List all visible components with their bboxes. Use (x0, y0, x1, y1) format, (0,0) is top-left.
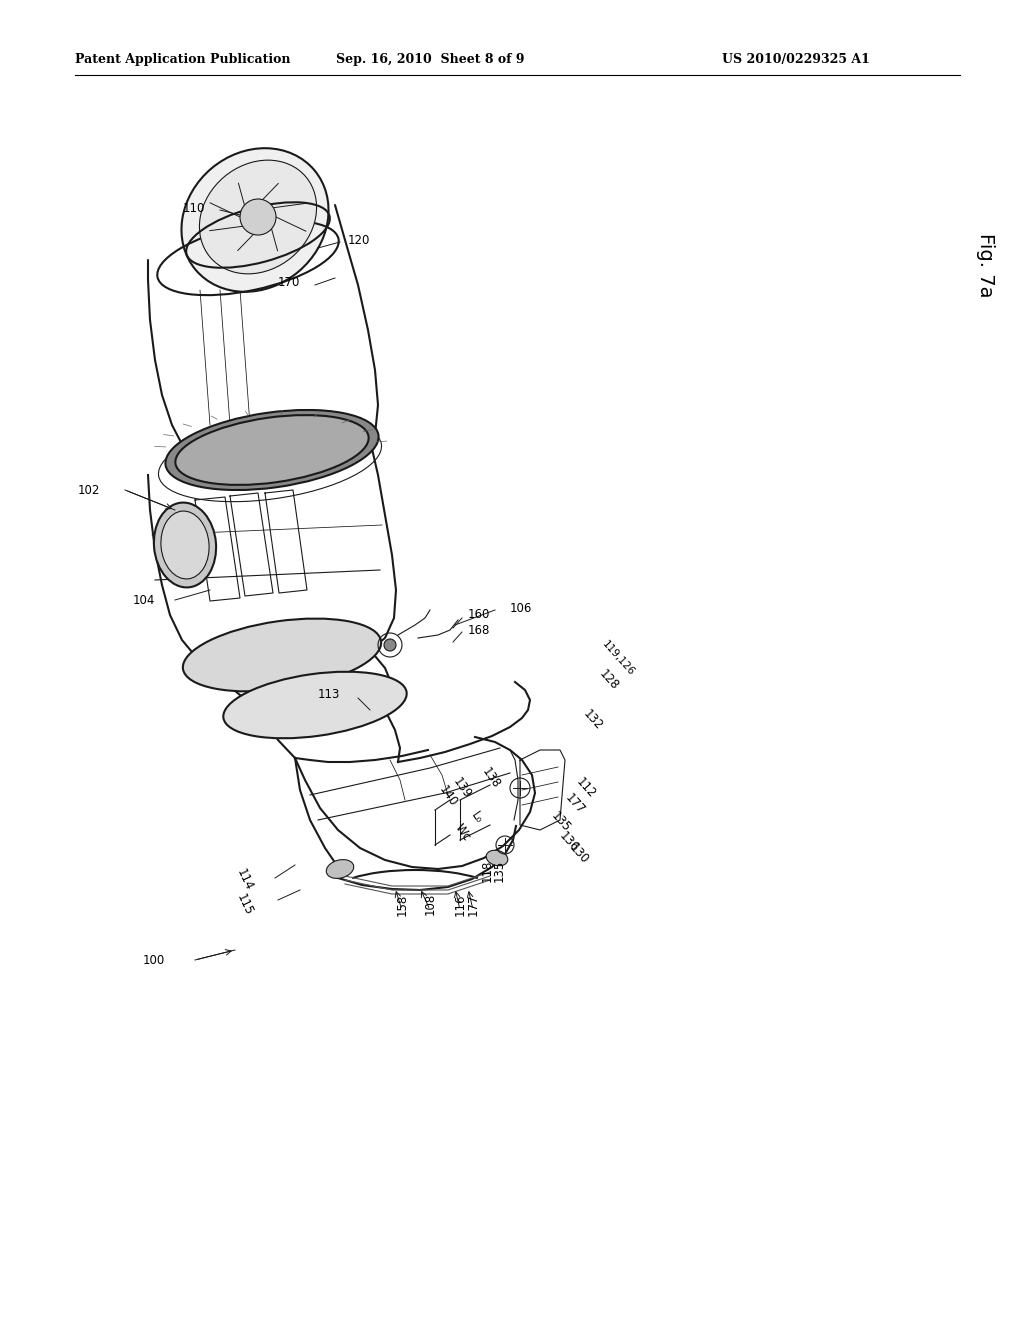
Text: 115: 115 (233, 892, 255, 917)
Text: 110: 110 (182, 202, 205, 214)
Text: 177: 177 (562, 791, 587, 817)
Text: 104: 104 (133, 594, 155, 606)
Ellipse shape (183, 619, 381, 692)
Text: 106: 106 (510, 602, 532, 615)
Text: Sep. 16, 2010  Sheet 8 of 9: Sep. 16, 2010 Sheet 8 of 9 (336, 54, 524, 66)
Text: 116: 116 (454, 894, 467, 916)
Ellipse shape (327, 859, 353, 878)
Text: 160: 160 (468, 607, 490, 620)
Text: 140: 140 (436, 783, 460, 809)
Text: 118: 118 (480, 859, 494, 882)
Text: US 2010/0229325 A1: US 2010/0229325 A1 (722, 54, 870, 66)
Text: 139: 139 (450, 775, 473, 801)
Text: Fig. 7a: Fig. 7a (976, 232, 994, 297)
Ellipse shape (154, 503, 216, 587)
Ellipse shape (486, 850, 508, 866)
Text: 114: 114 (233, 867, 255, 892)
Ellipse shape (200, 160, 316, 273)
Text: 100: 100 (142, 953, 165, 966)
Text: Wᴄ: Wᴄ (452, 821, 473, 843)
Ellipse shape (161, 511, 209, 579)
Ellipse shape (166, 411, 379, 490)
Text: 128: 128 (596, 668, 621, 693)
Text: 136: 136 (556, 829, 581, 854)
Text: L₀: L₀ (468, 809, 485, 826)
Text: 102: 102 (78, 483, 100, 496)
Text: 113: 113 (317, 689, 340, 701)
Text: 158: 158 (395, 894, 409, 916)
Text: 177: 177 (467, 894, 479, 916)
Text: 168: 168 (468, 623, 490, 636)
Text: 135: 135 (548, 809, 572, 834)
Text: 119,126: 119,126 (600, 639, 636, 677)
Text: 108: 108 (424, 892, 436, 915)
Ellipse shape (175, 414, 369, 484)
Text: 170: 170 (278, 276, 300, 289)
Text: 138: 138 (479, 766, 503, 791)
Circle shape (240, 199, 276, 235)
Circle shape (384, 639, 396, 651)
Ellipse shape (223, 672, 407, 738)
Text: 132: 132 (580, 708, 604, 733)
Text: 112: 112 (573, 775, 598, 801)
Ellipse shape (174, 411, 367, 486)
Text: Patent Application Publication: Patent Application Publication (75, 54, 291, 66)
Text: 130: 130 (566, 841, 591, 867)
Ellipse shape (181, 148, 329, 292)
Text: 135: 135 (493, 859, 506, 882)
Text: 120: 120 (348, 234, 371, 247)
